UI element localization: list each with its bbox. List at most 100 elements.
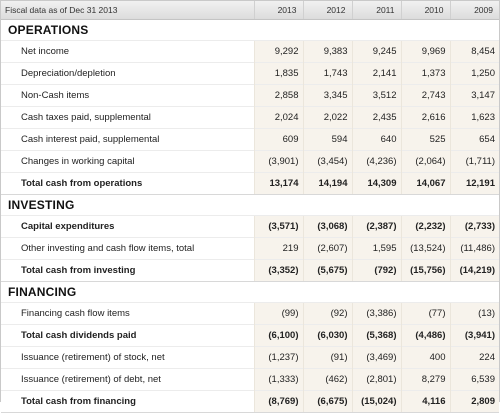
row-label: Total cash dividends paid: [1, 324, 254, 347]
value-cell-2010: (77): [400, 302, 450, 325]
value-cell-2013: 609: [253, 128, 303, 151]
value-cell-2010: 2,743: [400, 84, 450, 107]
value-cell-2012: (2,607): [302, 237, 352, 260]
section-title: OPERATIONS: [1, 19, 499, 41]
value-cell-2012: 2,022: [302, 106, 352, 129]
value-cell-2010: 525: [400, 128, 450, 151]
section-header-investing: INVESTING: [1, 194, 499, 216]
value-cell-2010: 8,279: [400, 368, 450, 391]
value-cell-2013: (99): [253, 302, 303, 325]
value-cell-2011: 1,595: [351, 237, 401, 260]
value-cell-2010: (13,524): [400, 237, 450, 260]
table-header: Fiscal data as of Dec 31 2013 2013 2012 …: [1, 1, 499, 20]
value-cell-2009: (11,486): [449, 237, 499, 260]
value-cell-2012: 14,194: [302, 172, 352, 195]
table-row: Total cash dividends paid (6,100) (6,030)(…: [1, 324, 499, 347]
value-cell-2010: 1,373: [400, 62, 450, 85]
value-cell-2012: 594: [302, 128, 352, 151]
table-row: Other investing and cash flow items, tot…: [1, 237, 499, 260]
value-cell-2010: (2,232): [400, 215, 450, 238]
value-cell-2012: 9,383: [302, 40, 352, 63]
table-row: Issuance (retirement) of debt, net (1,333…: [1, 368, 499, 391]
section-title: FINANCING: [1, 281, 499, 303]
value-cell-2011: (2,387): [351, 215, 401, 238]
year-header-2011: 2011: [351, 1, 401, 20]
section-header-operations: OPERATIONS: [1, 19, 499, 41]
value-cell-2012: (3,068): [302, 215, 352, 238]
row-label: Changes in working capital: [1, 150, 254, 173]
value-cell-2009: (3,941): [449, 324, 499, 347]
table-row: Changes in working capital (3,901) (3,454)…: [1, 150, 499, 173]
value-cell-2009: (13): [449, 302, 499, 325]
value-cell-2013: (3,571): [253, 215, 303, 238]
value-cell-2011: 9,245: [351, 40, 401, 63]
value-cell-2009: 12,191: [449, 172, 499, 195]
table-row: Financing cash flow items (99) (92) (3,386)…: [1, 302, 499, 325]
value-cell-2011: (3,469): [351, 346, 401, 369]
table-row: Net income 9,292 9,383 9,245 9,969 8,454: [1, 40, 499, 63]
year-header-2009: 2009: [449, 1, 499, 20]
row-label: Financing cash flow items: [1, 302, 254, 325]
value-cell-2013: 2,858: [253, 84, 303, 107]
row-label: Total cash from investing: [1, 259, 254, 282]
value-cell-2013: (1,333): [253, 368, 303, 391]
table-row: Issuance (retirement) of stock, net (1,23…: [1, 346, 499, 369]
value-cell-2010: (2,064): [400, 150, 450, 173]
table-row: Cash taxes paid, supplemental 2,024 2,022 2…: [1, 106, 499, 129]
value-cell-2009: (14,219): [449, 259, 499, 282]
value-cell-2010: (4,486): [400, 324, 450, 347]
value-cell-2012: (6,030): [302, 324, 352, 347]
section-header-financing: FINANCING: [1, 281, 499, 303]
value-cell-2013: (3,352): [253, 259, 303, 282]
year-header-2012: 2012: [302, 1, 352, 20]
row-label: Non-Cash items: [1, 84, 254, 107]
table-row: Depreciation/depletion 1,835 1,743 2,141 1,3…: [1, 62, 499, 85]
fiscal-data-label: Fiscal data as of Dec 31 2013: [1, 1, 254, 20]
row-label: Total cash from operations: [1, 172, 254, 195]
value-cell-2010: 400: [400, 346, 450, 369]
table-row: Total cash from operations 13,174 14,194 14…: [1, 172, 499, 195]
value-cell-2013: (3,901): [253, 150, 303, 173]
year-header-2010: 2010: [400, 1, 450, 20]
value-cell-2010: 9,969: [400, 40, 450, 63]
value-cell-2009: 1,250: [449, 62, 499, 85]
value-cell-2009: 8,454: [449, 40, 499, 63]
value-cell-2013: 219: [253, 237, 303, 260]
value-cell-2009: (2,733): [449, 215, 499, 238]
row-label: Net income: [1, 40, 254, 63]
value-cell-2012: (462): [302, 368, 352, 391]
value-cell-2009: (1,711): [449, 150, 499, 173]
value-cell-2013: (1,237): [253, 346, 303, 369]
value-cell-2011: (4,236): [351, 150, 401, 173]
year-header-2013: 2013: [253, 1, 303, 20]
value-cell-2013: 13,174: [253, 172, 303, 195]
value-cell-2012: (5,675): [302, 259, 352, 282]
table-body: OPERATIONS Net income 9,292 9,383 9,245 9,969…: [1, 19, 499, 413]
value-cell-2010: (15,756): [400, 259, 450, 282]
row-label: Cash taxes paid, supplemental: [1, 106, 254, 129]
table-row: Cash interest paid, supplemental 609 594 64…: [1, 128, 499, 151]
value-cell-2013: 2,024: [253, 106, 303, 129]
value-cell-2012: 3,345: [302, 84, 352, 107]
value-cell-2009: 654: [449, 128, 499, 151]
table-row: Capital expenditures (3,571) (3,068) (2,387…: [1, 215, 499, 238]
value-cell-2011: (792): [351, 259, 401, 282]
section-title: INVESTING: [1, 194, 499, 216]
value-cell-2011: 3,512: [351, 84, 401, 107]
value-cell-2011: 2,435: [351, 106, 401, 129]
value-cell-2010: 14,067: [400, 172, 450, 195]
table-row: Non-Cash items 2,858 3,345 3,512 2,743 3,147: [1, 84, 499, 107]
value-cell-2009: 224: [449, 346, 499, 369]
value-cell-2011: 640: [351, 128, 401, 151]
row-label: Issuance (retirement) of stock, net: [1, 346, 254, 369]
row-label: Depreciation/depletion: [1, 62, 254, 85]
row-label: Issuance (retirement) of debt, net: [1, 368, 254, 391]
value-cell-2011: (2,801): [351, 368, 401, 391]
value-cell-2012: 1,743: [302, 62, 352, 85]
value-cell-2009: 1,623: [449, 106, 499, 129]
value-cell-2012: (3,454): [302, 150, 352, 173]
value-cell-2011: 2,141: [351, 62, 401, 85]
row-label: Cash interest paid, supplemental: [1, 128, 254, 151]
value-cell-2012: (91): [302, 346, 352, 369]
